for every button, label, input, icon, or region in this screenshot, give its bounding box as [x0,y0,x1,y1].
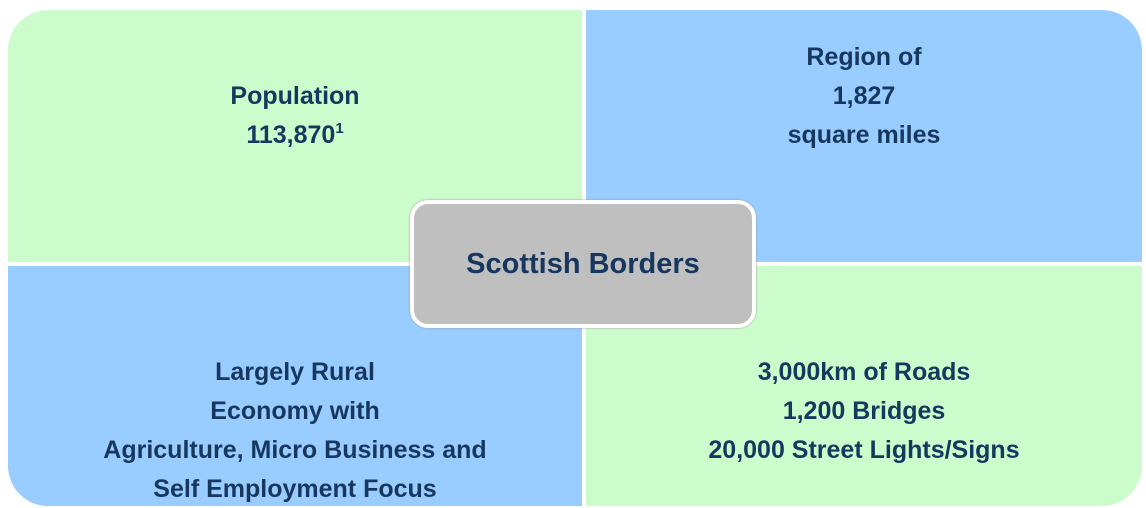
text-line: 113,8701 [246,116,343,155]
text-line: square miles [788,116,941,155]
line-text: Region of [806,42,922,71]
text-line: Agriculture, Micro Business and [103,431,486,470]
line-text: 20,000 Street Lights/Signs [708,435,1020,464]
text-line: Economy with [210,392,379,431]
line-text: Agriculture, Micro Business and [103,436,487,464]
text-line: Region of [806,38,921,77]
text-line: Largely Rural [215,353,375,392]
line-text: Self Employment Focus [153,475,437,503]
text-line: 1,827 [833,77,896,116]
line-text: Economy with [210,397,380,425]
line-text: Largely Rural [215,358,375,386]
footnote-mark: 1 [335,120,344,137]
line-text: Population [230,82,360,110]
line-text: 1,827 [832,81,896,110]
text-line: 3,000km of Roads [758,353,971,392]
text-line: 20,000 Street Lights/Signs [708,431,1019,470]
line-text: 3,000km of Roads [757,357,971,386]
line-text: 113,870 [246,121,336,149]
line-text: square miles [787,120,941,149]
quadrant: Population 113,8701 [8,10,582,262]
text-line: Population [230,77,359,116]
line-text: 1,200 Bridges [782,396,946,425]
center-box: Scottish Borders [410,200,756,328]
text-line: 1,200 Bridges [783,392,946,431]
text-line: Self Employment Focus [153,470,436,508]
